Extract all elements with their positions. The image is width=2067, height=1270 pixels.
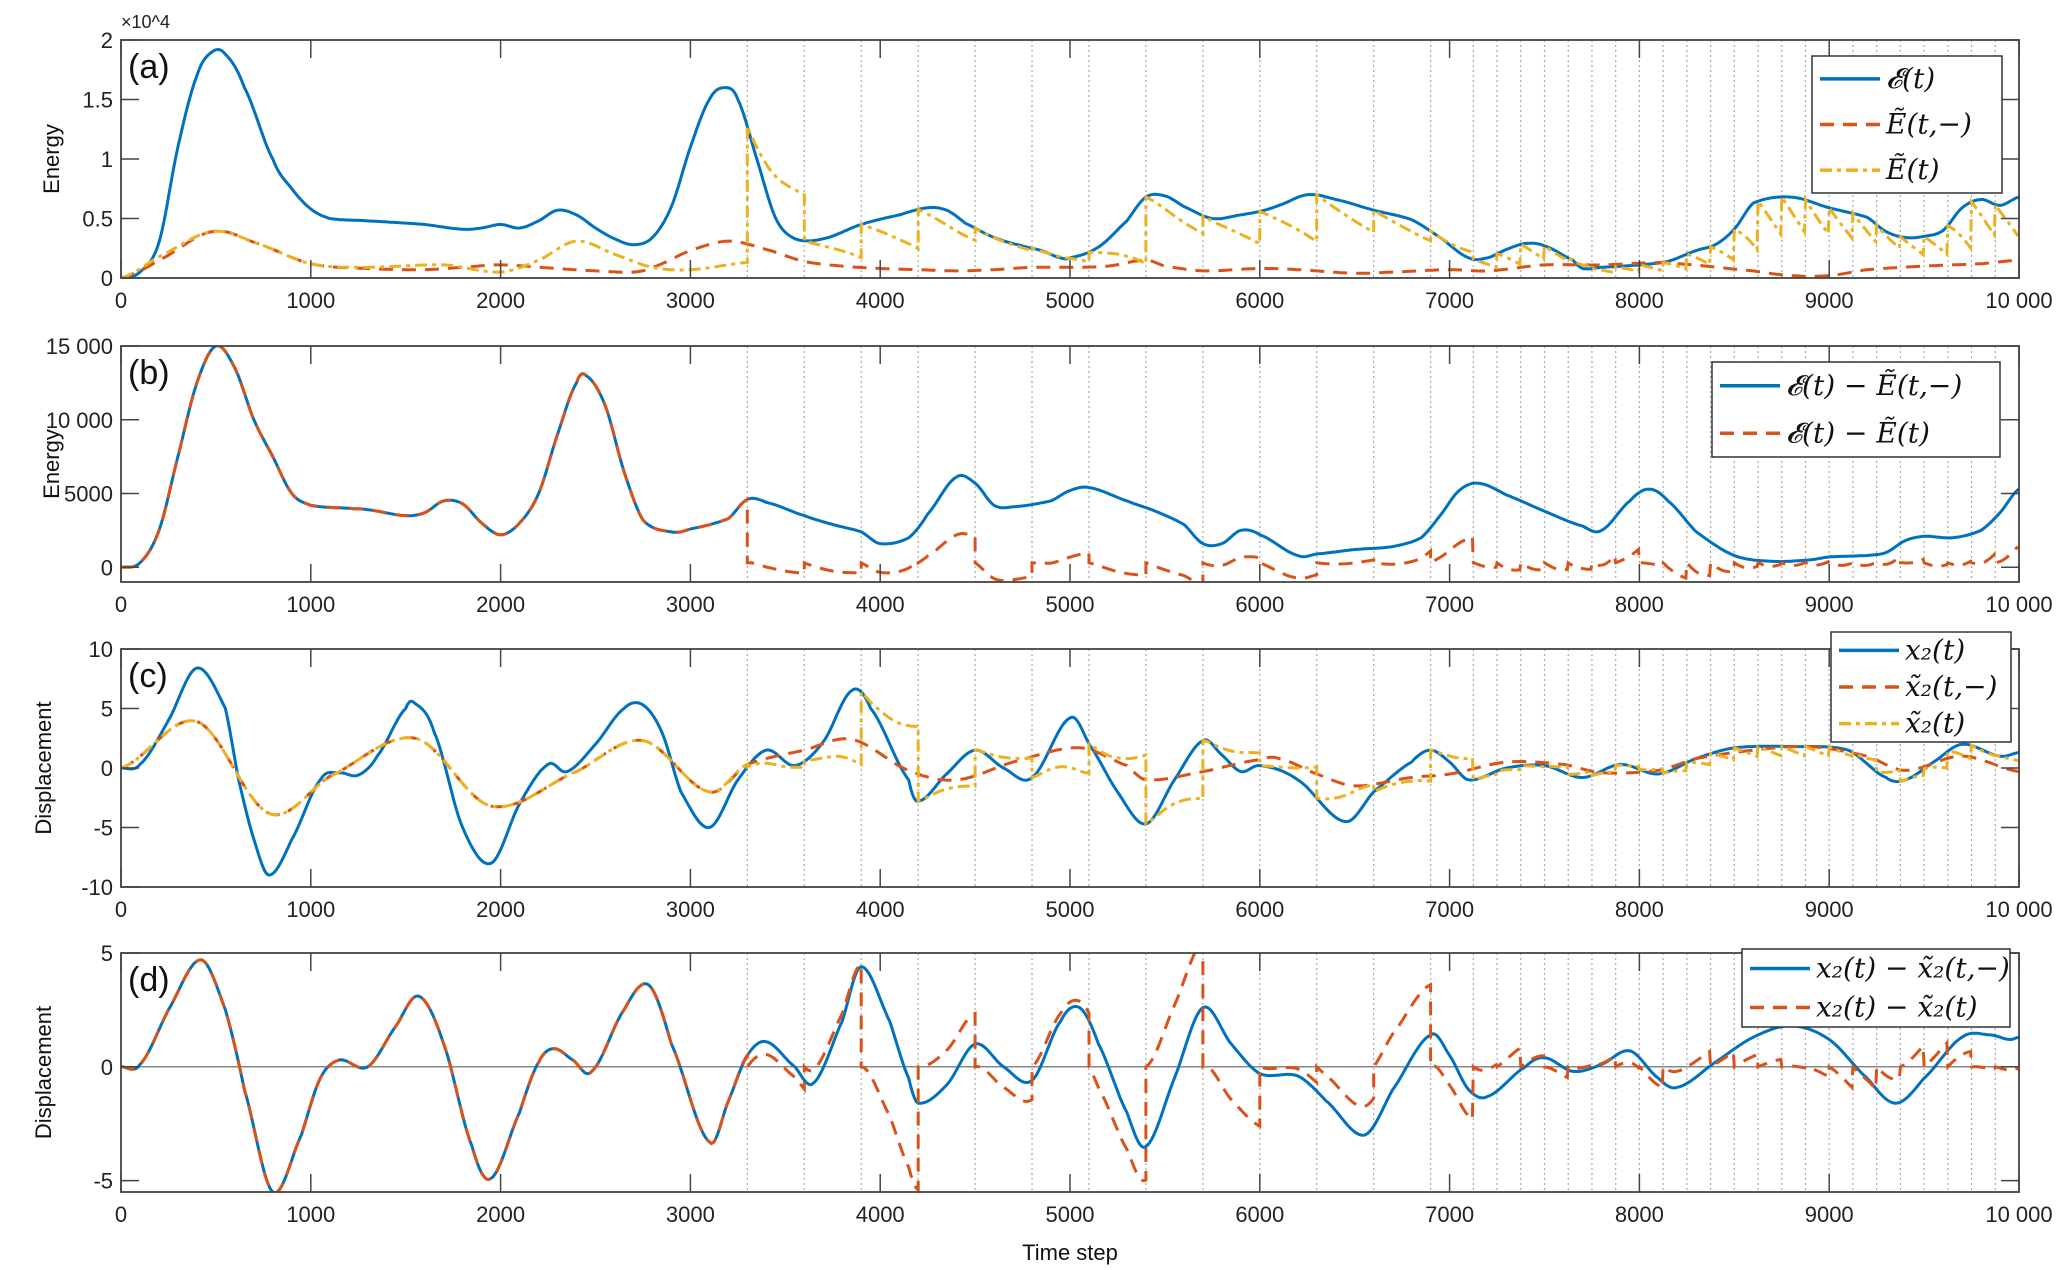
x-tick-label: 6000	[1235, 592, 1284, 617]
x-tick-label: 6000	[1235, 288, 1284, 313]
x-tick-label: 1000	[286, 897, 335, 922]
x-tick-label: 1000	[286, 592, 335, 617]
y-tick-label: 5	[101, 697, 113, 722]
legend-label: 𝓔(t)	[1886, 62, 1935, 95]
x-tick-label: 6000	[1235, 1202, 1284, 1227]
series-line-2	[121, 719, 2019, 817]
x-tick-label: 3000	[666, 897, 715, 922]
y-tick-label: 5	[101, 941, 113, 966]
series-line-2	[121, 346, 2019, 582]
series-line-1	[121, 346, 2019, 569]
x-tick-label: 10 000	[1985, 897, 2052, 922]
x-tick-label: 8000	[1615, 288, 1664, 313]
y-tick-label: -10	[81, 875, 113, 900]
x-tick-label: 8000	[1615, 1202, 1664, 1227]
x-tick-label: 2000	[476, 592, 525, 617]
y-exponent-label: ×10^4	[121, 12, 170, 32]
y-tick-label: 0	[101, 756, 113, 781]
legend-label: Ẽ(t,−)	[1885, 108, 1972, 141]
panel-label: (a)	[128, 48, 170, 86]
x-tick-label: 1000	[286, 1202, 335, 1227]
legend: x₂(t) x̃₂(t,−) x̃₂(t)	[1830, 631, 2012, 743]
x-tick-label: 2000	[476, 1202, 525, 1227]
x-tick-label: 1000	[286, 288, 335, 313]
legend-label: x₂(t) − x̃₂(t,−)	[1816, 952, 2010, 985]
series-line-1	[121, 47, 2019, 278]
x-tick-label: 9000	[1805, 897, 1854, 922]
y-tick-label: 1	[101, 147, 113, 172]
panel-d: 0 1000 2000 3000 4000 5000 6000 7000 8000 9000 10 …	[31, 941, 2053, 1265]
x-tick-label: 7000	[1425, 897, 1474, 922]
series-line-2	[121, 953, 2019, 1192]
x-tick-label: 7000	[1425, 592, 1474, 617]
y-tick-label: -5	[93, 1169, 113, 1194]
legend: 𝓔(t) Ẽ(t,−) Ẽ(t)	[1811, 55, 2003, 194]
y-tick-label: 0	[101, 555, 113, 580]
x-tick-label: 3000	[666, 288, 715, 313]
y-tick-label: -5	[93, 816, 113, 841]
y-tick-label: 10	[89, 637, 113, 662]
legend: 𝓔(t) − Ẽ(t,−) 𝓔(t) − Ẽ(t)	[1711, 361, 2001, 458]
panel-a: 0 1000 2000 3000 4000 5000 6000 7000 8000 9000 10 …	[39, 12, 2053, 313]
y-tick-label: 1.5	[82, 88, 113, 113]
y-tick-label: 0	[101, 1055, 113, 1080]
x-tick-label: 5000	[1046, 592, 1095, 617]
y-tick-label: 15 000	[46, 334, 113, 359]
x-tick-label: 4000	[856, 1202, 905, 1227]
x-tick-label: 0	[115, 897, 127, 922]
legend-label: 𝓔(t) − Ẽ(t,−)	[1786, 369, 1962, 402]
legend-label: x₂(t)	[1905, 633, 1965, 666]
series-line-3	[121, 125, 2019, 278]
x-tick-label: 10 000	[1985, 592, 2052, 617]
y-axis-label: Energy	[39, 429, 64, 499]
y-tick-label: 0.5	[82, 207, 113, 232]
x-tick-label: 2000	[476, 897, 525, 922]
x-tick-label: 10 000	[1985, 288, 2052, 313]
panel-label: (c)	[128, 657, 168, 695]
y-tick-label: 0	[101, 266, 113, 291]
x-tick-label: 2000	[476, 288, 525, 313]
x-tick-label: 8000	[1615, 897, 1664, 922]
panel-label: (d)	[128, 961, 170, 999]
x-axis-label: Time step	[1022, 1240, 1118, 1265]
x-tick-label: 0	[115, 288, 127, 313]
panel-label: (b)	[128, 354, 170, 392]
x-tick-label: 10 000	[1985, 1202, 2052, 1227]
legend-box	[1711, 361, 2001, 458]
x-tick-label: 4000	[856, 897, 905, 922]
x-tick-label: 4000	[856, 592, 905, 617]
x-tick-label: 4000	[856, 288, 905, 313]
x-tick-label: 0	[115, 1202, 127, 1227]
legend-label: x₂(t) − x̃₂(t)	[1816, 991, 1978, 1024]
series-line-3	[121, 688, 2019, 827]
legend-box	[1741, 948, 2011, 1028]
y-axis-label: Energy	[39, 124, 64, 194]
y-axis-label: Displacement	[31, 1006, 56, 1139]
x-tick-label: 6000	[1235, 897, 1284, 922]
x-tick-label: 9000	[1805, 288, 1854, 313]
legend: x₂(t) − x̃₂(t,−) x₂(t) − x̃₂(t)	[1741, 948, 2011, 1028]
x-tick-label: 5000	[1046, 288, 1095, 313]
x-tick-label: 8000	[1615, 592, 1664, 617]
x-tick-label: 7000	[1425, 1202, 1474, 1227]
x-tick-label: 3000	[666, 1202, 715, 1227]
x-tick-label: 5000	[1046, 1202, 1095, 1227]
x-tick-label: 9000	[1805, 592, 1854, 617]
panel-c: 0 1000 2000 3000 4000 5000 6000 7000 8000 9000 10 …	[31, 631, 2053, 922]
y-tick-label: 5000	[64, 482, 113, 507]
legend-label: x̃₂(t,−)	[1905, 670, 1997, 703]
x-tick-label: 7000	[1425, 288, 1474, 313]
y-tick-label: 10 000	[46, 408, 113, 433]
legend-label: 𝓔(t) − Ẽ(t)	[1786, 416, 1930, 449]
x-tick-label: 9000	[1805, 1202, 1854, 1227]
legend-label: x̃₂(t)	[1905, 707, 1965, 740]
x-tick-label: 0	[115, 592, 127, 617]
y-tick-label: 2	[101, 28, 113, 53]
panel-b: 0 1000 2000 3000 4000 5000 6000 7000 8000 9000 10 …	[39, 334, 2053, 617]
y-axis-label: Displacement	[31, 701, 56, 834]
x-tick-label: 5000	[1046, 897, 1095, 922]
x-tick-label: 3000	[666, 592, 715, 617]
legend-label: Ẽ(t)	[1885, 153, 1940, 186]
